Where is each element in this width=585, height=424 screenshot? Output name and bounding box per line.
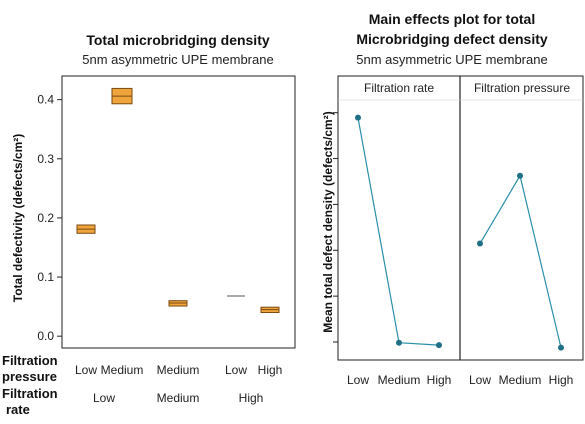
pressure-label: High [258, 363, 283, 377]
series-line-1 [357, 117, 440, 346]
right-chart-title-line-2: Microbridging defect density [356, 31, 548, 47]
rate-label: Medium [157, 391, 200, 405]
right-x-label: Medium [499, 373, 542, 387]
series-point [436, 342, 442, 349]
rate-row-label-line-1: Filtration [2, 386, 58, 401]
box-3 [168, 300, 188, 307]
left-y-tick-label: 0.0 [37, 329, 54, 343]
right-chart-title-line-1: Main effects plot for total [369, 11, 535, 27]
box-2 [111, 87, 133, 105]
panel-title-filtration-pressure: Filtration pressure [474, 81, 570, 95]
right-y-axis-label: Mean total defect density (defects/cm²) [321, 111, 335, 332]
left-boxes [76, 87, 280, 314]
left-y-tick-label: 0.4 [37, 93, 54, 107]
right-x-label: Medium [378, 373, 421, 387]
right-y-ticks [333, 112, 338, 343]
right-x-labels: Low Medium High Low Medium High [347, 373, 573, 387]
right-x-label: Low [347, 373, 369, 387]
left-y-axis-label: Total defectivity (defects/cm²) [11, 134, 25, 302]
rate-label: Low [93, 391, 115, 405]
panel-title-filtration-rate: Filtration rate [364, 81, 434, 95]
rate-labels: Low Medium High [93, 391, 263, 405]
pressure-row-label-line-2: pressure [2, 369, 57, 384]
right-x-label: High [427, 373, 452, 387]
pressure-row-label-line-1: Filtration [2, 353, 58, 368]
box-1 [76, 224, 96, 234]
right-series [355, 114, 564, 351]
pressure-label: Medium [157, 363, 200, 377]
series-point [396, 339, 402, 346]
series-line-2 [479, 174, 562, 348]
left-chart-subtitle: 5nm asymmetric UPE membrane [82, 52, 273, 67]
right-chart-subtitle: 5nm asymmetric UPE membrane [356, 52, 547, 67]
box-5 [260, 306, 280, 314]
right-x-label: Low [469, 373, 491, 387]
right-x-label: High [549, 373, 574, 387]
series-point [477, 240, 483, 247]
left-y-tick-label: 0.3 [37, 152, 54, 166]
pressure-label: Low [225, 363, 247, 377]
pressure-label: Low [75, 363, 97, 377]
rate-row-label-line-2: rate [6, 402, 30, 417]
series-point [558, 344, 564, 351]
rate-label: High [239, 391, 264, 405]
left-y-tick-label: 0.1 [37, 270, 54, 284]
left-plot-frame [61, 75, 296, 349]
left-chart-title: Total microbridging density [86, 32, 270, 48]
left-y-tick-label: 0.2 [37, 211, 54, 225]
series-point [355, 114, 361, 121]
pressure-label: Medium [101, 363, 144, 377]
series-point [517, 172, 523, 179]
left-y-ticks: 0.0 0.1 0.2 0.3 0.4 [37, 93, 62, 343]
pressure-labels: Low Medium Medium Low High [75, 363, 282, 377]
